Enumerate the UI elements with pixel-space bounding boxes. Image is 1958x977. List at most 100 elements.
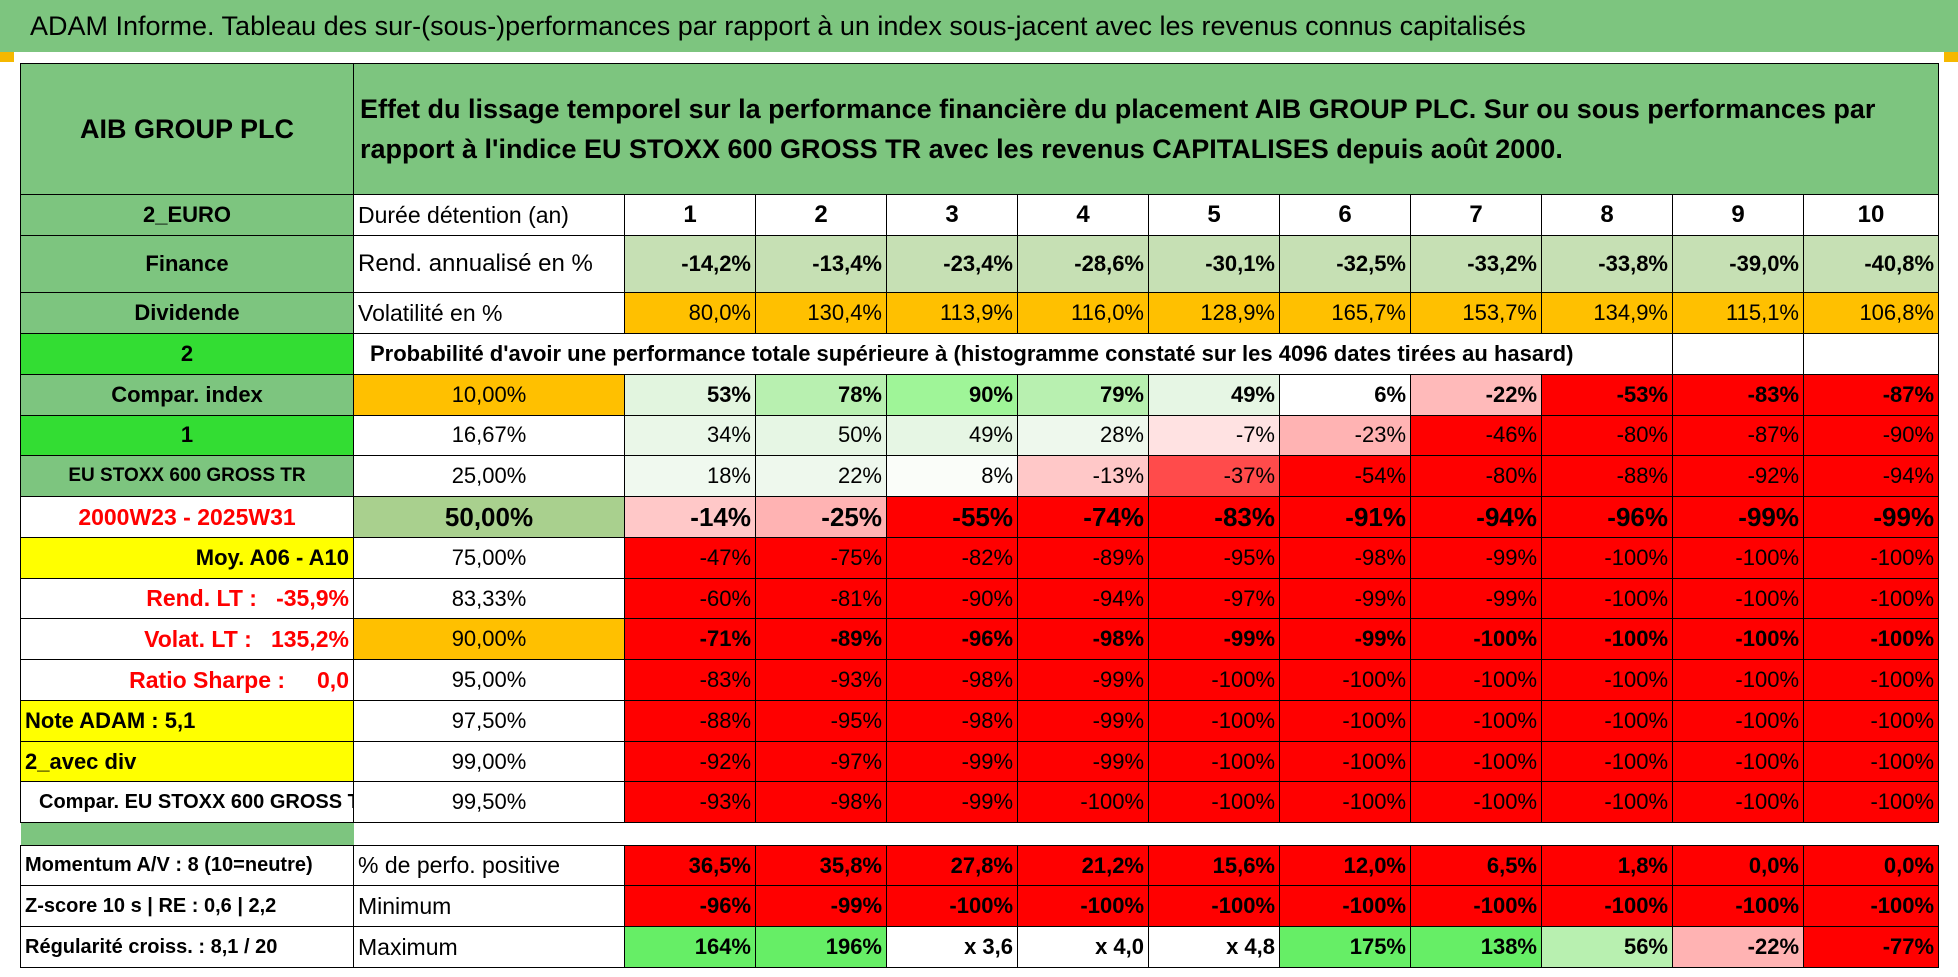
value-cell: 113,9%: [886, 292, 1018, 335]
value-cell: -93%: [755, 659, 887, 701]
value-cell: -40,8%: [1802, 235, 1940, 294]
value-cell: -13,4%: [755, 235, 887, 294]
value-cell: 50%: [755, 414, 887, 457]
value-cell: 6: [1279, 194, 1411, 237]
value-cell: -96%: [886, 618, 1018, 661]
value-cell: -96%: [624, 885, 756, 928]
value-cell: -87%: [1802, 373, 1940, 416]
table-row: 2000W23 - 2025W31 50,00% -14% -25% -55% -74% -…: [20, 496, 1940, 538]
value-cell: 196%: [755, 926, 887, 968]
value-cell: -100%: [1279, 740, 1411, 783]
row-label: Durée détention (an): [353, 194, 625, 237]
row-label: 99,50%: [353, 781, 625, 824]
value-cell: -98%: [755, 781, 887, 824]
value-cell: x 4,0: [1017, 926, 1149, 968]
value-cell: -99%: [886, 740, 1018, 783]
value-cell: -100%: [1279, 885, 1411, 928]
company-name: AIB GROUP PLC: [20, 62, 354, 196]
value-cell: 8: [1541, 194, 1673, 237]
table-row: Volat. LT : 135,2% 90,00% -71% -89% -96% -98%…: [20, 618, 1940, 661]
row-header: 2: [20, 333, 354, 375]
value-cell: -94%: [1802, 455, 1940, 498]
value-cell: -99%: [1279, 577, 1411, 620]
value-cell: -99%: [755, 885, 887, 928]
value-cell: 8%: [886, 455, 1018, 498]
value-cell: 9: [1672, 194, 1804, 237]
empty-cell: [1672, 333, 1804, 375]
value-cell: -100%: [1410, 781, 1542, 824]
report-banner: ADAM Informe. Tableau des sur-(sous-)per…: [0, 0, 1958, 52]
value-cell: -95%: [755, 699, 887, 742]
value-cell: -100%: [1541, 659, 1673, 701]
value-cell: -100%: [1148, 781, 1280, 824]
value-cell: -100%: [1279, 659, 1411, 701]
table-row: Compar. EU STOXX 600 GROSS TR 99,50% -93% -…: [20, 781, 1940, 824]
value-cell: -100%: [1148, 885, 1280, 928]
value-cell: 49%: [886, 414, 1018, 457]
value-cell: -100%: [1541, 699, 1673, 742]
value-cell: -100%: [1541, 618, 1673, 661]
row-header: EU STOXX 600 GROSS TR: [20, 455, 354, 498]
row-label: Volatilité en %: [353, 292, 625, 335]
value-cell: -100%: [1541, 577, 1673, 620]
value-cell: -93%: [624, 781, 756, 824]
row-header: Finance: [20, 235, 354, 294]
row-label: 90,00%: [353, 618, 625, 661]
value-cell: -100%: [1410, 885, 1542, 928]
value-cell: 27,8%: [886, 844, 1018, 887]
value-cell: -53%: [1541, 373, 1673, 416]
value-cell: -74%: [1017, 496, 1149, 538]
table-row: Rend. LT : -35,9% 83,33% -60% -81% -90% -94% -…: [20, 577, 1940, 620]
value-cell: 49%: [1148, 373, 1280, 416]
row-label: 10,00%: [353, 373, 625, 416]
row-header: Volat. LT : 135,2%: [20, 618, 354, 661]
value-cell: 90%: [886, 373, 1018, 416]
value-cell: 128,9%: [1148, 292, 1280, 335]
value-cell: -99%: [1410, 577, 1542, 620]
value-cell: -99%: [886, 781, 1018, 824]
value-cell: -92%: [624, 740, 756, 783]
row-header: Compar. index: [20, 373, 354, 416]
value-cell: -100%: [1148, 659, 1280, 701]
performance-table: AIB GROUP PLC Effet du lissage temporel …: [20, 62, 1940, 968]
value-cell: -100%: [1541, 885, 1673, 928]
table-row: EU STOXX 600 GROSS TR 25,00% 18% 22% 8% -13% -…: [20, 455, 1940, 498]
value-cell: -99%: [1672, 496, 1804, 538]
value-cell: -88%: [624, 699, 756, 742]
row-header: 2_EURO: [20, 194, 354, 237]
value-cell: -80%: [1410, 455, 1542, 498]
value-cell: -33,2%: [1410, 235, 1542, 294]
value-cell: -100%: [1802, 781, 1940, 824]
value-cell: -99%: [1148, 618, 1280, 661]
value-cell: -22%: [1672, 926, 1804, 968]
table-row: Note ADAM : 5,1 97,50% -88% -95% -98% -99% -10…: [20, 699, 1940, 742]
value-cell: -13%: [1017, 455, 1149, 498]
value-cell: -55%: [886, 496, 1018, 538]
value-cell: -100%: [1148, 740, 1280, 783]
value-cell: -100%: [1802, 577, 1940, 620]
value-cell: 115,1%: [1672, 292, 1804, 335]
value-cell: -77%: [1802, 926, 1940, 968]
value-cell: -100%: [886, 885, 1018, 928]
value-cell: 153,7%: [1410, 292, 1542, 335]
value-cell: -14,2%: [624, 235, 756, 294]
value-cell: -92%: [1672, 455, 1804, 498]
value-cell: -83%: [1672, 373, 1804, 416]
value-cell: -98%: [1017, 618, 1149, 661]
value-cell: -99%: [1017, 740, 1149, 783]
value-cell: -71%: [624, 618, 756, 661]
empty-cell: [1802, 333, 1940, 375]
value-cell: -100%: [1802, 618, 1940, 661]
value-cell: -100%: [1672, 781, 1804, 824]
value-cell: 34%: [624, 414, 756, 457]
table-row: 2 Probabilité d'avoir une performance tot…: [20, 333, 1940, 375]
value-cell: -14%: [624, 496, 756, 538]
value-cell: 35,8%: [755, 844, 887, 887]
value-cell: -83%: [624, 659, 756, 701]
value-cell: -100%: [1410, 659, 1542, 701]
value-cell: -100%: [1672, 659, 1804, 701]
row-header: 2000W23 - 2025W31: [20, 496, 354, 538]
value-cell: -22%: [1410, 373, 1542, 416]
value-cell: -99%: [1017, 699, 1149, 742]
table-row: Compar. index 10,00% 53% 78% 90% 79% 49% 6% -22%…: [20, 373, 1940, 416]
